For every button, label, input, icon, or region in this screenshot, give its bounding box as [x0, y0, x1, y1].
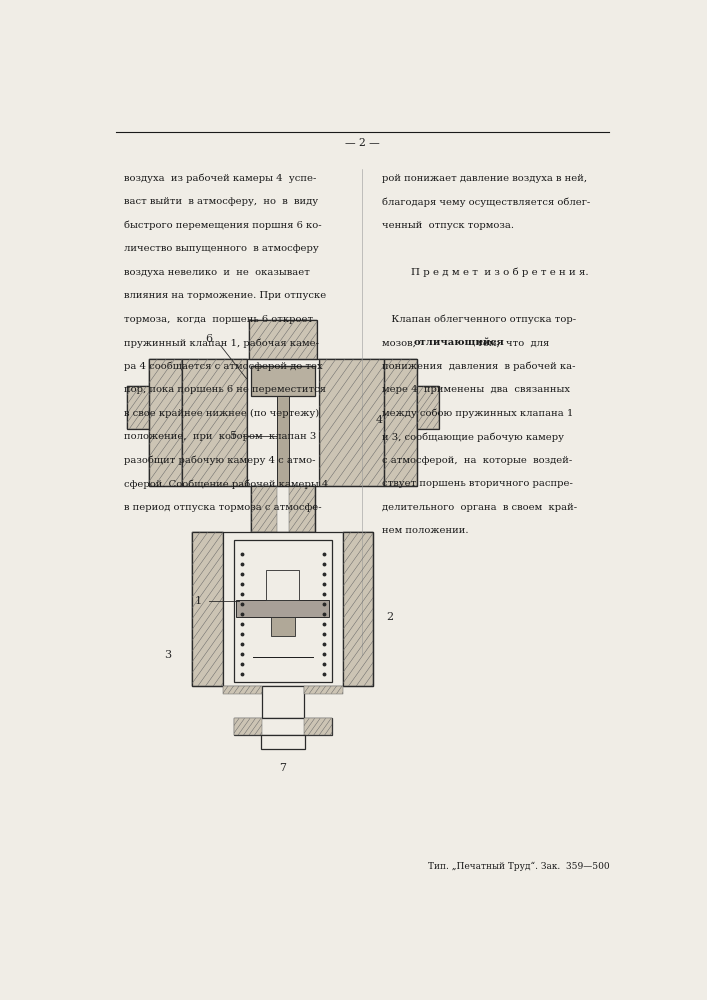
Text: между собою пружинных клапана 1: между собою пружинных клапана 1 — [382, 409, 573, 418]
Bar — [148, 359, 417, 486]
Text: влияния на торможение. При отпуске: влияния на торможение. При отпуске — [124, 291, 326, 300]
Bar — [182, 359, 247, 486]
Bar — [261, 735, 305, 749]
Text: сферой. Сообщение рабочей камеры 4: сферой. Сообщение рабочей камеры 4 — [124, 479, 328, 489]
PathPatch shape — [182, 359, 247, 486]
PathPatch shape — [417, 386, 439, 429]
Text: положение,  при  котором  клапан 3: положение, при котором клапан 3 — [124, 432, 316, 441]
Text: 7: 7 — [279, 763, 286, 773]
Text: 5: 5 — [230, 431, 237, 441]
Text: 1: 1 — [194, 596, 201, 606]
PathPatch shape — [289, 486, 315, 532]
PathPatch shape — [319, 359, 385, 486]
PathPatch shape — [251, 486, 277, 532]
Text: Клапан облегченного отпуска тор-: Клапан облегченного отпуска тор- — [382, 315, 575, 324]
Text: тем,  что  для: тем, что для — [472, 338, 549, 347]
Text: благодаря чему осуществляется облег-: благодаря чему осуществляется облег- — [382, 197, 590, 207]
Bar — [233, 540, 332, 682]
Text: Тип. „Печатный Труд“. Зак.  359—500: Тип. „Печатный Труд“. Зак. 359—500 — [428, 861, 609, 871]
PathPatch shape — [233, 718, 262, 735]
Text: васт выйти  в атмосферу,  но  в  виду: васт выйти в атмосферу, но в виду — [124, 197, 318, 206]
Text: П р е д м е т  и з о б р е т е н и я.: П р е д м е т и з о б р е т е н и я. — [411, 268, 588, 277]
Bar — [148, 359, 182, 486]
PathPatch shape — [385, 359, 417, 486]
Bar — [192, 532, 223, 686]
PathPatch shape — [223, 686, 262, 694]
Text: воздуха  из рабочей камеры 4  успе-: воздуха из рабочей камеры 4 успе- — [124, 174, 316, 183]
Bar — [251, 486, 315, 532]
Text: понижения  давления  в рабочей ка-: понижения давления в рабочей ка- — [382, 362, 575, 371]
Bar — [343, 532, 373, 686]
PathPatch shape — [249, 320, 317, 359]
Bar — [319, 359, 385, 486]
Text: тормоза,  когда  поршень 6 откроет: тормоза, когда поршень 6 откроет — [124, 315, 313, 324]
Bar — [271, 617, 295, 636]
PathPatch shape — [304, 718, 332, 735]
Bar — [127, 386, 148, 429]
Text: разобщит рабочую камеру 4 с атмо-: разобщит рабочую камеру 4 с атмо- — [124, 456, 315, 465]
Text: рой понижает давление воздуха в ней,: рой понижает давление воздуха в ней, — [382, 174, 587, 183]
Text: 6: 6 — [205, 334, 213, 344]
PathPatch shape — [127, 386, 148, 429]
Text: отличающийся: отличающийся — [414, 338, 504, 347]
Text: ра 4 сообщается с атмосферой до тех: ра 4 сообщается с атмосферой до тех — [124, 362, 322, 371]
Bar — [251, 366, 315, 396]
Text: пружинный клапан 1, рабочая каме-: пружинный клапан 1, рабочая каме- — [124, 338, 319, 348]
Bar — [233, 718, 332, 735]
Text: 2: 2 — [386, 612, 393, 622]
Text: ствует поршень вторичного распре-: ствует поршень вторичного распре- — [382, 479, 573, 488]
PathPatch shape — [343, 532, 373, 686]
Text: мозов,: мозов, — [382, 338, 421, 347]
Bar — [417, 386, 439, 429]
Text: 4: 4 — [375, 415, 382, 425]
Text: быстрого перемещения поршня 6 ко-: быстрого перемещения поршня 6 ко- — [124, 221, 322, 230]
Bar — [267, 570, 299, 600]
Text: личество выпущенного  в атмосферу: личество выпущенного в атмосферу — [124, 244, 319, 253]
PathPatch shape — [192, 532, 223, 686]
Text: с атмосферой,  на  которые  воздей-: с атмосферой, на которые воздей- — [382, 456, 572, 465]
Text: в свое крайнее нижнее (по чертежу): в свое крайнее нижнее (по чертежу) — [124, 409, 320, 418]
Bar — [251, 486, 315, 532]
Bar — [192, 532, 373, 686]
Text: и 3, сообщающие рабочую камеру: и 3, сообщающие рабочую камеру — [382, 432, 563, 442]
Text: — 2 —: — 2 — — [345, 138, 380, 148]
Bar — [385, 359, 417, 486]
Bar — [277, 396, 289, 501]
Bar — [247, 359, 319, 486]
Bar — [236, 600, 329, 617]
Text: нем положении.: нем положении. — [382, 526, 468, 535]
Text: мере 4  применены  два  связанных: мере 4 применены два связанных — [382, 385, 570, 394]
Text: 3: 3 — [164, 650, 171, 660]
Text: делительного  органа  в своем  край-: делительного органа в своем край- — [382, 503, 577, 512]
Text: ченный  отпуск тормоза.: ченный отпуск тормоза. — [382, 221, 513, 230]
Bar — [262, 686, 304, 718]
PathPatch shape — [148, 359, 182, 486]
Text: пор, пока поршень 6 не переместится: пор, пока поршень 6 не переместится — [124, 385, 326, 394]
Bar — [249, 320, 317, 359]
PathPatch shape — [304, 686, 343, 694]
Text: воздуха невелико  и  не  оказывает: воздуха невелико и не оказывает — [124, 268, 310, 277]
Text: в период отпуска тормоза с атмосфе-: в период отпуска тормоза с атмосфе- — [124, 503, 322, 512]
